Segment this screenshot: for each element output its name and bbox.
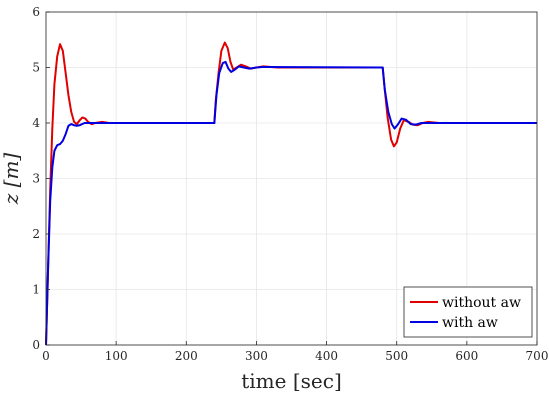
x-tick-label: 0 — [42, 349, 50, 363]
y-tick-label: 0 — [32, 338, 40, 352]
y-axis-label: z [m] — [0, 153, 23, 206]
series-layer — [45, 41, 537, 346]
x-tick-label: 600 — [455, 349, 478, 363]
x-axis-label: time [sec] — [241, 369, 342, 393]
x-tick-label: 100 — [105, 349, 128, 363]
series-line-1 — [45, 60, 537, 346]
legend-label-without-aw: without aw — [442, 295, 521, 311]
x-tick-label: 200 — [175, 349, 198, 363]
x-tick-label: 500 — [385, 349, 408, 363]
y-tick-label: 1 — [32, 283, 40, 297]
y-tick-label: 2 — [32, 227, 40, 241]
y-tick-label: 5 — [32, 61, 40, 75]
y-tick-label: 6 — [32, 5, 40, 19]
y-tick-label: 4 — [32, 116, 40, 130]
legend-label-with-aw: with aw — [442, 315, 498, 331]
x-tick-labels: 0 100 200 300 400 500 600 700 — [42, 341, 548, 363]
legend-box — [403, 286, 533, 338]
x-tick-label: 700 — [526, 349, 549, 363]
x-tick-label: 400 — [315, 349, 338, 363]
y-tick-labels: 0 1 2 3 4 5 6 — [32, 5, 50, 352]
series-line-0 — [45, 41, 537, 346]
legend: without aw with aw — [403, 286, 533, 338]
x-tick-label: 300 — [245, 349, 268, 363]
y-tick-label: 3 — [32, 172, 40, 186]
